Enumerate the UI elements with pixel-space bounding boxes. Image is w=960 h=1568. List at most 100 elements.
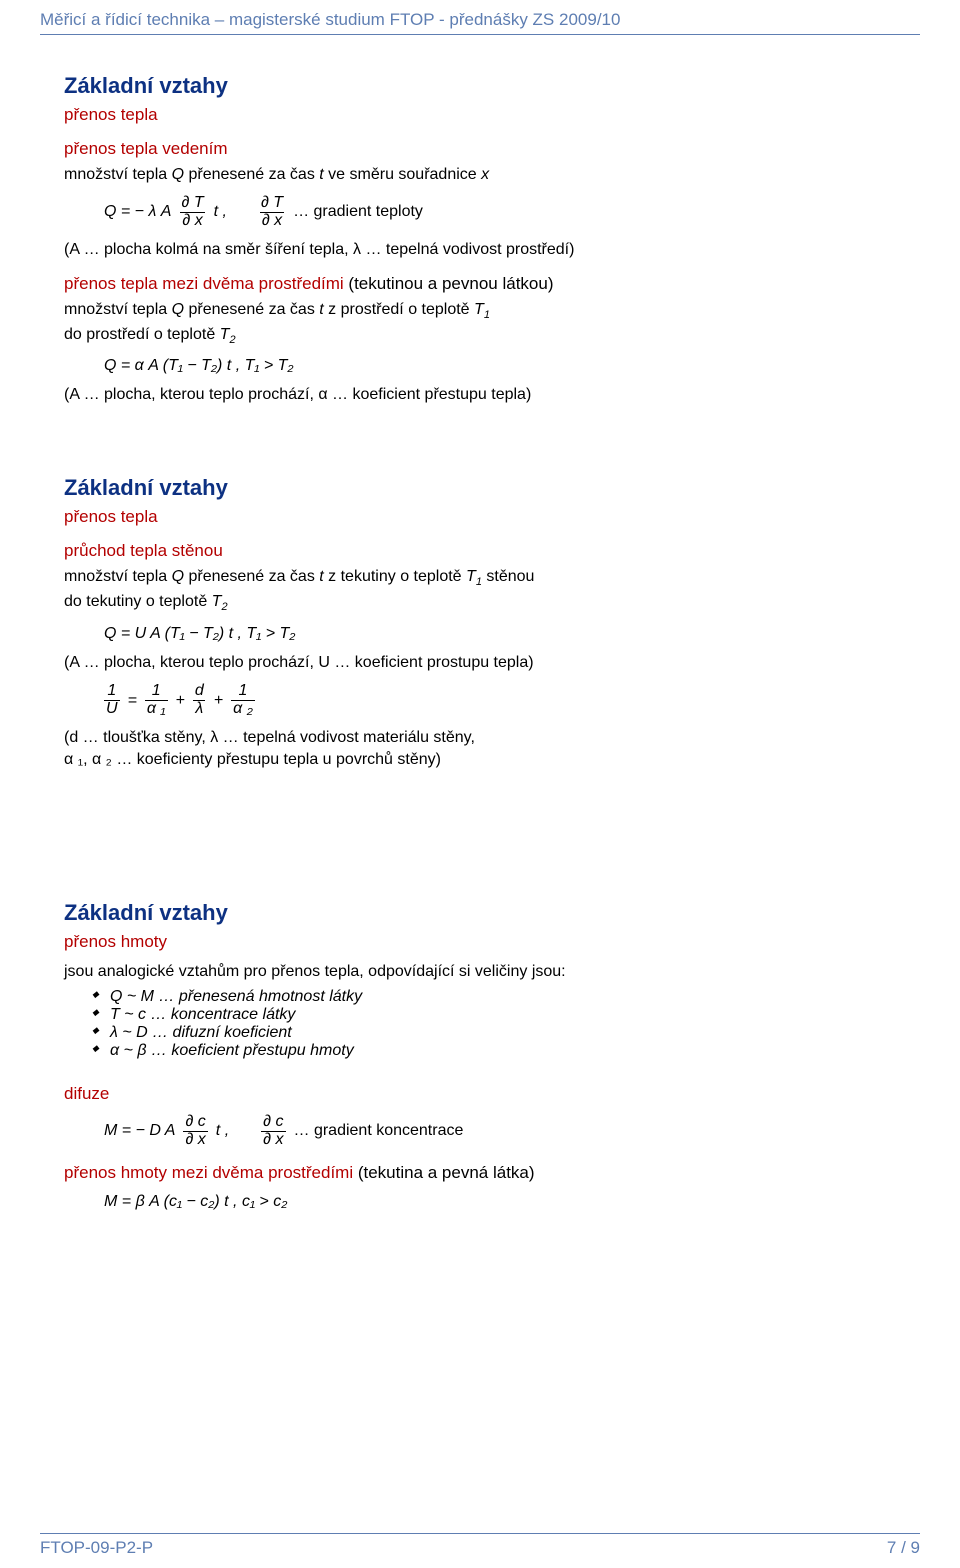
paragraph: množství tepla Q přenesené za čas t z pr… [64,300,896,323]
text: přenos tepla mezi dvěma prostředími [64,274,344,293]
symbol: T [212,593,222,610]
denominator: ∂ x [261,1131,285,1149]
eqn-part: + [176,692,185,710]
denominator: ∂ x [260,212,284,230]
text: přenesené za čas [184,568,319,585]
paragraph: množství tepla Q přenesené za čas t ve s… [64,165,896,185]
text: z tekutiny o teplotě [324,568,466,585]
subheading-method: difuze [64,1084,896,1104]
text: ve směru souřadnice [324,166,481,183]
subheading-method: přenos hmoty mezi dvěma prostředími (tek… [64,1163,896,1183]
subheading: přenos hmoty [64,932,896,952]
symbol: Q [172,166,184,183]
text: do prostředí o teplotě [64,326,220,343]
equation: Q = α A (T₁ − T₂) t , T₁ > T₂ [104,357,896,375]
numerator: ∂ c [261,1114,285,1131]
footer-left: FTOP-09-P2-P [40,1538,153,1558]
numerator: ∂ T [179,195,205,212]
heading: Základní vztahy [64,475,896,501]
eqn-part: t , [214,203,227,221]
paragraph: α ₁, α ₂ … koeficienty přestupu tepla u … [64,750,896,770]
numerator: d [193,683,206,700]
fraction: 1α ₂ [231,683,255,718]
fraction: 1U [104,683,120,718]
equation: Q = U A (T₁ − T₂) t , T₁ > T₂ [104,625,896,643]
equation: M = β A (c₁ − c₂) t , c₁ > c₂ [104,1193,896,1211]
eqn-part: + [214,692,223,710]
symbol: x [481,166,489,183]
heading: Základní vztahy [64,900,896,926]
denominator: ∂ x [180,212,204,230]
bullet-list: Q ~ M … přenesená hmotnost látky T ~ c …… [64,988,896,1060]
subheading-method: přenos tepla vedením [64,139,896,159]
fraction: ∂ c ∂ x [261,1114,285,1149]
symbol: Q [172,301,184,318]
text: stěnou [482,568,534,585]
eqn-part: = [128,692,137,710]
paragraph: množství tepla Q přenesené za čas t z te… [64,567,896,590]
equation: 1U = 1α ₁ + dλ + 1α ₂ [104,683,896,718]
subheading-method: průchod tepla stěnou [64,541,896,561]
section-2: Základní vztahy přenos tepla průchod tep… [64,475,896,769]
subheading-method: přenos tepla mezi dvěma prostředími (tek… [64,274,896,294]
denominator: α ₂ [231,700,255,718]
text: přenos hmoty mezi dvěma prostředími [64,1163,353,1182]
subheading: přenos tepla [64,507,896,527]
text: z prostředí o teplotě [324,301,474,318]
eqn-note: … gradient teploty [293,203,423,221]
eqn-part: Q = − λ A [104,203,171,221]
subheading: přenos tepla [64,105,896,125]
eqn-part: t , [216,1122,229,1140]
paragraph: do prostředí o teplotě T2 [64,325,896,348]
fraction: 1α ₁ [145,683,168,718]
fraction: dλ [193,683,206,718]
paragraph: jsou analogické vztahům pro přenos tepla… [64,962,896,982]
page-header: Měřicí a řídicí technika – magisterské s… [40,0,920,35]
fraction: ∂ T ∂ x [179,195,205,230]
symbol: T [466,568,476,585]
subscript: 2 [221,602,227,614]
fraction: ∂ T ∂ x [259,195,285,230]
subscript: 1 [484,309,490,321]
footer-right: 7 / 9 [887,1538,920,1558]
equation: Q = − λ A ∂ T ∂ x t , ∂ T ∂ x … gradient… [104,195,896,230]
heading: Základní vztahy [64,73,896,99]
fraction: ∂ c ∂ x [183,1114,207,1149]
denominator: U [104,700,120,718]
symbol: T [474,301,484,318]
eqn-part: M = − D A [104,1122,175,1140]
text: množství tepla [64,568,172,585]
list-item: λ ~ D … difuzní koeficient [92,1024,896,1042]
paragraph: (A … plocha, kterou teplo prochází, α … … [64,385,896,405]
paragraph: (A … plocha, kterou teplo prochází, U … … [64,653,896,673]
page-footer: FTOP-09-P2-P 7 / 9 [40,1533,920,1558]
subscript: 2 [229,334,235,346]
numerator: 1 [237,683,250,700]
denominator: ∂ x [183,1131,207,1149]
text: (tekutina a pevná látka) [353,1163,534,1182]
paragraph: (d … tloušťka stěny, λ … tepelná vodivos… [64,728,896,748]
paragraph: (A … plocha kolmá na směr šíření tepla, … [64,240,896,260]
numerator: 1 [150,683,163,700]
section-1: Základní vztahy přenos tepla přenos tepl… [64,73,896,405]
eqn-note: … gradient koncentrace [294,1122,464,1140]
text: (tekutinou a pevnou látkou) [344,274,554,293]
list-item: α ~ β … koeficient přestupu hmoty [92,1042,896,1060]
symbol: T [220,326,230,343]
text: do tekutiny o teplotě [64,593,212,610]
text: přenesené za čas [184,166,319,183]
numerator: 1 [105,683,118,700]
list-item: T ~ c … koncentrace látky [92,1006,896,1024]
numerator: ∂ T [259,195,285,212]
text: přenesené za čas [184,301,319,318]
paragraph: do tekutiny o teplotě T2 [64,592,896,615]
equation: M = − D A ∂ c ∂ x t , ∂ c ∂ x … gradient… [104,1114,896,1149]
section-3: Základní vztahy přenos hmoty jsou analog… [64,900,896,1211]
symbol: Q [172,568,184,585]
numerator: ∂ c [183,1114,207,1131]
denominator: λ [193,700,205,718]
text: množství tepla [64,166,172,183]
text: množství tepla [64,301,172,318]
list-item: Q ~ M … přenesená hmotnost látky [92,988,896,1006]
denominator: α ₁ [145,700,168,718]
